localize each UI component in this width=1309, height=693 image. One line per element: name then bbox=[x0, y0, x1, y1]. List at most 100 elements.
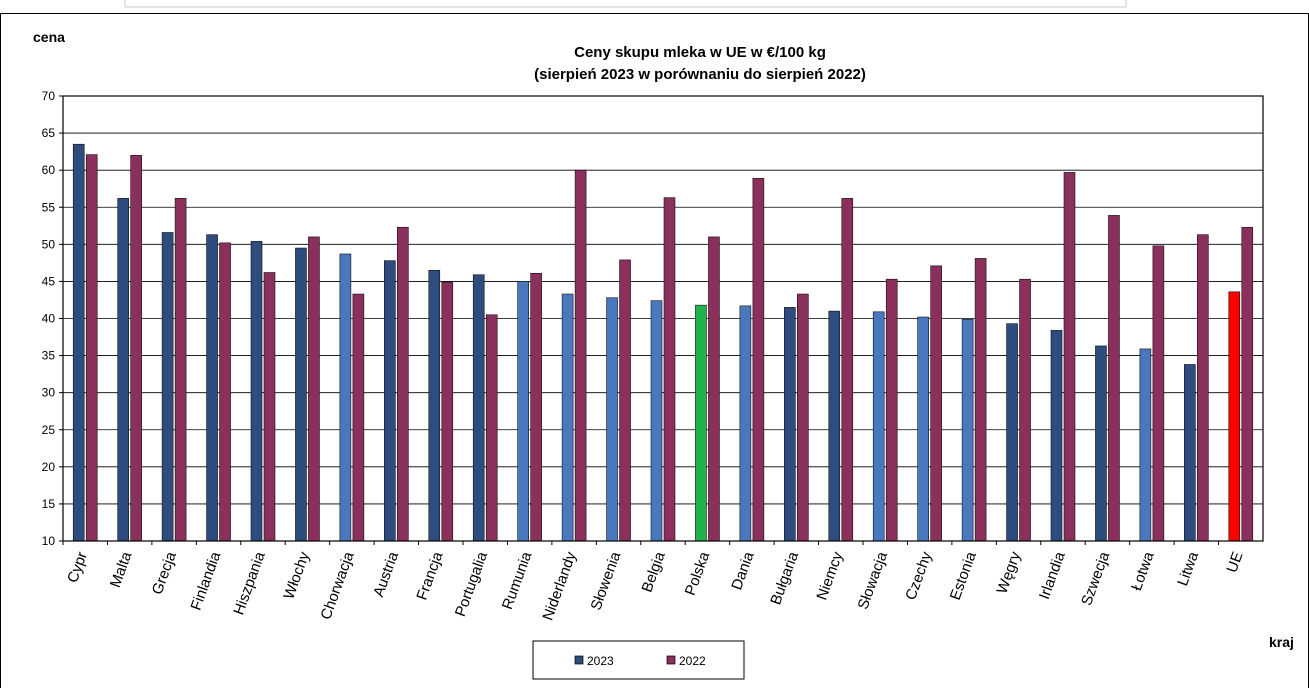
bar-2022 bbox=[663, 197, 676, 542]
bar-2022 bbox=[485, 314, 498, 542]
y-tick-label: 25 bbox=[42, 423, 56, 437]
x-tick-label: UE bbox=[1223, 550, 1246, 575]
x-tick-label: Francja bbox=[413, 549, 446, 602]
bar-2023 bbox=[828, 310, 841, 542]
bar-2023 bbox=[295, 247, 307, 542]
x-tick-label: Dania bbox=[728, 549, 758, 592]
bar-2023 bbox=[784, 307, 796, 542]
bar-2023 bbox=[1139, 348, 1152, 542]
bar-2023 bbox=[117, 198, 129, 542]
x-tick-label: Portugalia bbox=[452, 549, 491, 619]
bar-2023 bbox=[917, 316, 929, 542]
x-tick-label: Polska bbox=[682, 549, 714, 598]
legend-label-2023: 2023 bbox=[587, 654, 614, 668]
x-tick-label: Austria bbox=[370, 549, 402, 599]
x-tick-label: Malta bbox=[107, 549, 136, 590]
bar-2022 bbox=[1063, 172, 1076, 542]
bar-2022 bbox=[1197, 234, 1209, 542]
x-tick-label: Belgia bbox=[639, 549, 669, 595]
bar-2023 bbox=[1006, 323, 1018, 542]
chart-subtitle: (sierpień 2023 w porównaniu do sierpień … bbox=[534, 66, 866, 83]
bar-2022 bbox=[174, 198, 187, 542]
y-tick-label: 50 bbox=[42, 237, 56, 251]
bar-2023 bbox=[561, 293, 574, 542]
bar-2023 bbox=[161, 232, 174, 542]
y-tick-label: 70 bbox=[42, 89, 56, 103]
bar-2022 bbox=[708, 236, 720, 542]
y-tick-label: 55 bbox=[42, 200, 56, 214]
bar-2022 bbox=[85, 154, 98, 542]
bar-2022 bbox=[885, 278, 898, 542]
x-tick-label: Grecja bbox=[149, 549, 180, 597]
bar-2022 bbox=[530, 272, 542, 542]
bar-2023 bbox=[1095, 345, 1107, 542]
bar-2022 bbox=[1241, 226, 1254, 542]
bar-2022 bbox=[1019, 278, 1031, 542]
bar-2022 bbox=[752, 178, 765, 542]
bar-2023 bbox=[206, 234, 218, 542]
bar-2022 bbox=[130, 155, 142, 542]
bar-2023 bbox=[650, 300, 663, 542]
x-tick-label: Węgry bbox=[994, 549, 1025, 596]
y-tick-label: 10 bbox=[42, 534, 56, 548]
chart-title: Ceny skupu mleka w UE w €/100 kg bbox=[574, 44, 826, 61]
y-axis-label: cena bbox=[33, 29, 65, 45]
bar-2022 bbox=[308, 236, 320, 542]
bar-2023 bbox=[695, 304, 707, 542]
bar-2023 bbox=[72, 143, 85, 542]
bar-2022 bbox=[619, 259, 631, 542]
x-tick-label: Cypr bbox=[64, 550, 91, 586]
bar-2022 bbox=[930, 265, 942, 542]
x-tick-label: Słowenia bbox=[588, 549, 625, 613]
bar-2023 bbox=[1050, 330, 1063, 542]
legend-swatch-2023 bbox=[574, 655, 584, 665]
bar-2022 bbox=[352, 293, 365, 542]
legend-swatch-2022 bbox=[666, 655, 676, 665]
y-tick-label: 60 bbox=[42, 163, 56, 177]
legend: 2023 2022 bbox=[532, 640, 745, 680]
plot-frame bbox=[62, 95, 1264, 542]
x-tick-label: Niderlandy bbox=[539, 549, 580, 623]
bar-2023 bbox=[1228, 291, 1241, 542]
y-tick-label: 45 bbox=[42, 274, 56, 288]
bar-2022 bbox=[574, 169, 587, 542]
bar-2023 bbox=[339, 253, 352, 542]
x-tick-label: Słowacja bbox=[854, 549, 891, 612]
y-tick-label: 35 bbox=[42, 349, 56, 363]
x-tick-label: Estonia bbox=[947, 549, 980, 602]
x-tick-label: Finlandia bbox=[188, 549, 225, 613]
bar-2022 bbox=[1108, 215, 1120, 542]
y-tick-label: 30 bbox=[42, 386, 56, 400]
bar-2023 bbox=[606, 297, 618, 542]
x-tick-label: Irlandia bbox=[1036, 549, 1069, 602]
x-tick-label: Rumunia bbox=[499, 549, 536, 612]
bar-2023 bbox=[872, 311, 885, 542]
bar-2022 bbox=[397, 226, 409, 542]
legend-box bbox=[532, 640, 745, 680]
y-tick-label: 15 bbox=[42, 497, 56, 511]
x-tick-label: Niemcy bbox=[813, 549, 846, 602]
x-tick-label: Łotwa bbox=[1128, 549, 1158, 593]
y-tick-label: 20 bbox=[42, 460, 56, 474]
bars bbox=[72, 143, 1254, 542]
bar-2023 bbox=[739, 305, 752, 542]
x-axis-label: kraj bbox=[1269, 634, 1294, 650]
bar-2023 bbox=[250, 241, 263, 542]
x-tick-label: Chorwacja bbox=[317, 549, 357, 622]
bar-2022 bbox=[974, 258, 987, 542]
bar-2023 bbox=[428, 269, 441, 542]
bar-2023 bbox=[517, 281, 529, 542]
x-tick-label: Bułgaria bbox=[767, 549, 802, 607]
bar-2022 bbox=[841, 198, 854, 542]
bar-2022 bbox=[441, 281, 454, 542]
x-tick-label: Szwecja bbox=[1078, 549, 1113, 608]
bar-2023 bbox=[384, 260, 396, 542]
grid bbox=[63, 95, 1263, 505]
bar-2023 bbox=[1184, 364, 1196, 542]
legend-label-2022: 2022 bbox=[679, 654, 706, 668]
x-tick-label: Litwa bbox=[1174, 549, 1202, 588]
y-tick-label: 65 bbox=[42, 126, 56, 140]
x-tick-label: Włochy bbox=[280, 549, 313, 601]
